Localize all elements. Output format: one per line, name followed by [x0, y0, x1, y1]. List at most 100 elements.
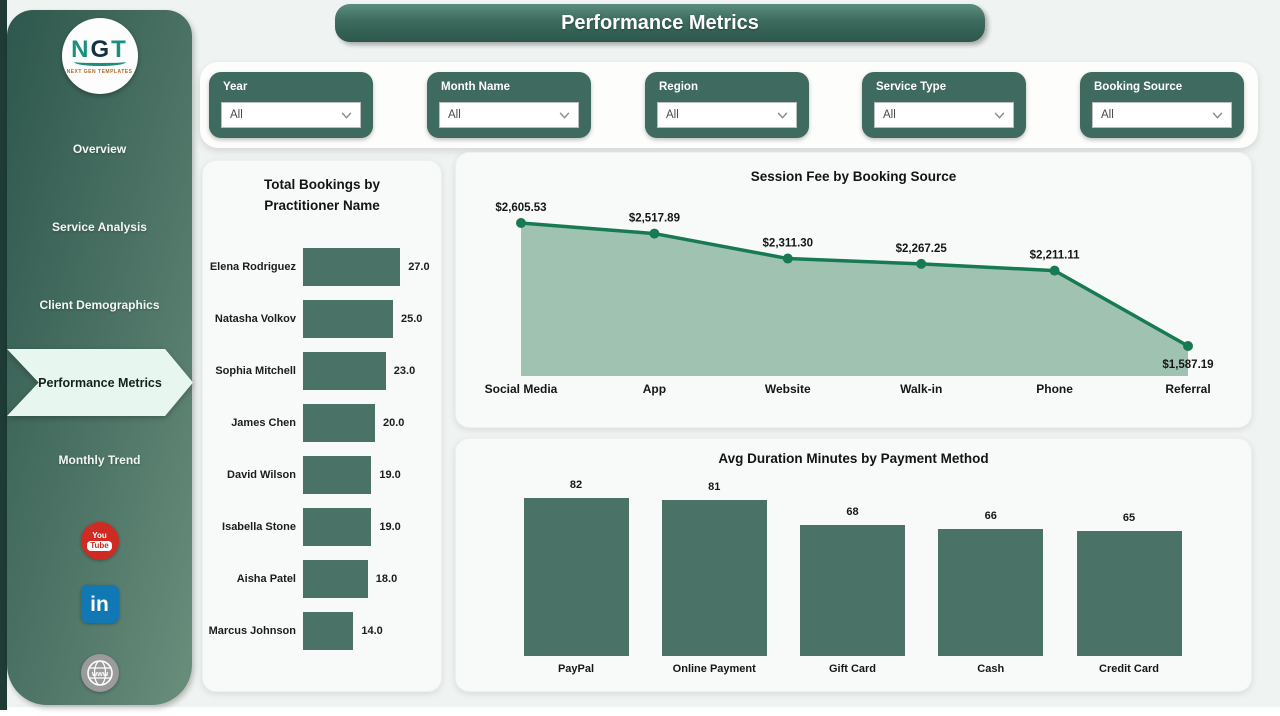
payment-bar-gift-card[interactable]: [800, 525, 905, 656]
filter-value: All: [1101, 109, 1114, 121]
page-title: Performance Metrics: [561, 11, 759, 34]
filter-label: Region: [659, 81, 698, 93]
left-edge-strip: [0, 0, 7, 710]
data-point-phone[interactable]: [1049, 265, 1060, 276]
practitioner-label: Aisha Patel: [236, 572, 296, 585]
data-point-app[interactable]: [649, 228, 660, 239]
bar-value: 65: [1122, 511, 1136, 524]
x-axis-label: Online Payment: [672, 663, 756, 675]
practitioner-bar[interactable]: [303, 352, 386, 390]
practitioner-row: Marcus Johnson 14.0: [203, 605, 441, 657]
filter-region: Region All: [645, 72, 809, 138]
sidebar-item-client-demographics[interactable]: Client Demographics: [39, 298, 160, 312]
sidebar-item-performance-metrics[interactable]: Performance Metrics: [7, 349, 193, 416]
area-chart-plot: $2,605.53 Social Media $2,517.89 App $2,311.…: [485, 202, 1214, 396]
filter-month-name: Month Name All: [427, 72, 591, 138]
practitioner-row: Elena Rodriguez 27.0: [203, 241, 441, 293]
filter-value: All: [666, 109, 679, 121]
practitioner-bar[interactable]: [303, 404, 375, 442]
sidebar-item-monthly-trend[interactable]: Monthly Trend: [58, 453, 141, 467]
chevron-down-icon: [1212, 111, 1223, 119]
sidebar-item-overview[interactable]: Overview: [72, 142, 127, 156]
data-point-website[interactable]: [782, 253, 793, 264]
x-axis-label: Referral: [1165, 382, 1210, 396]
practitioner-bar[interactable]: [303, 508, 372, 546]
linkedin-icon[interactable]: in: [80, 585, 119, 623]
filter-dropdown[interactable]: All: [221, 102, 361, 128]
youtube-icon[interactable]: You Tube: [80, 522, 119, 560]
bar-value: 82: [569, 479, 583, 492]
data-point-referral[interactable]: [1183, 341, 1193, 351]
practitioner-bar[interactable]: [303, 560, 368, 598]
area-fill: [521, 223, 1188, 376]
logo-caption: NEXT GEN TEMPLATES: [66, 68, 133, 75]
data-point-social-media[interactable]: [516, 218, 526, 228]
practitioner-bar[interactable]: [303, 456, 372, 494]
bar-value: 27.0: [408, 261, 430, 273]
practitioner-label: Isabella Stone: [222, 520, 296, 533]
chart-title: Avg Duration Minutes by Payment Method: [718, 451, 989, 466]
practitioner-bar[interactable]: [303, 612, 354, 650]
x-axis-label: Credit Card: [1099, 663, 1159, 675]
practitioner-row: Sophia Mitchell 23.0: [203, 345, 441, 397]
practitioner-label: Elena Rodriguez: [209, 260, 296, 273]
practitioner-row: Isabella Stone 19.0: [203, 501, 441, 553]
filter-dropdown[interactable]: All: [874, 102, 1014, 128]
filter-booking-source: Booking Source All: [1080, 72, 1244, 138]
filter-value: All: [230, 109, 243, 121]
practitioner-row: James Chen 20.0: [203, 397, 441, 449]
chart-session-fee-by-booking-source: Session Fee by Booking Source $2,605.53 S…: [455, 152, 1252, 428]
x-axis-label: Social Media: [485, 382, 558, 396]
chart-total-bookings-by-practitioner: Total Bookings by Practitioner Name Elen…: [202, 160, 442, 692]
vbar-plot: 82 PayPal 81 Online Payment 68 Gift Card 66 Cas…: [456, 439, 1251, 691]
filter-label: Month Name: [441, 81, 510, 93]
practitioner-row: Natasha Volkov 25.0: [203, 293, 441, 345]
point-value-label: $2,267.25: [896, 243, 948, 255]
payment-bar-credit-card[interactable]: [1076, 530, 1182, 656]
svg-text:www: www: [90, 671, 108, 678]
x-axis-label: Gift Card: [828, 663, 877, 675]
practitioner-label: Natasha Volkov: [214, 312, 296, 325]
point-value-label: $1,587.19: [1162, 359, 1213, 371]
practitioner-bar[interactable]: [303, 300, 393, 338]
practitioner-label: Marcus Johnson: [208, 624, 296, 637]
sidebar: NGT NEXT GEN TEMPLATES Overview Service …: [7, 10, 193, 705]
x-axis-label: Phone: [1036, 382, 1073, 396]
chart-title: Session Fee by Booking Source: [750, 169, 957, 184]
filter-dropdown[interactable]: All: [657, 102, 797, 128]
page-title-banner: Performance Metrics: [335, 4, 985, 42]
point-value-label: $2,311.30: [763, 238, 814, 250]
bar-value: 18.0: [375, 573, 398, 585]
filter-service-type: Service Type All: [862, 72, 1026, 138]
filter-value: All: [883, 109, 896, 121]
practitioner-bar[interactable]: [303, 248, 401, 286]
practitioner-row: Aisha Patel 18.0: [203, 553, 441, 605]
sidebar-item-service-analysis[interactable]: Service Analysis: [52, 220, 147, 234]
filter-label: Service Type: [876, 81, 947, 93]
filter-label: Year: [223, 81, 248, 93]
sidebar-item-label: Performance Metrics: [38, 375, 162, 390]
bar-value: 81: [708, 481, 721, 494]
payment-bar-online-payment[interactable]: [661, 500, 767, 656]
trend-line: [520, 221, 1189, 348]
payment-bar-paypal[interactable]: [523, 498, 629, 656]
chevron-down-icon: [994, 111, 1005, 119]
bar-value: 66: [984, 509, 997, 522]
practitioner-row: David Wilson 19.0: [203, 449, 441, 501]
bar-value: 68: [846, 506, 859, 519]
payment-bar-cash[interactable]: [938, 528, 1044, 656]
filter-dropdown[interactable]: All: [439, 102, 579, 128]
x-axis-label: Website: [765, 382, 811, 396]
globe-glyph: www: [86, 660, 113, 686]
data-point-walk-in[interactable]: [916, 258, 927, 269]
filter-value: All: [448, 109, 461, 121]
chevron-down-icon: [341, 111, 352, 119]
filter-dropdown[interactable]: All: [1092, 102, 1232, 128]
practitioner-label: James Chen: [231, 416, 296, 429]
practitioner-label: David Wilson: [227, 468, 296, 481]
bar-value: 14.0: [361, 625, 383, 637]
filter-year: Year All: [209, 72, 373, 138]
website-globe-icon[interactable]: www: [80, 654, 119, 692]
filter-label: Booking Source: [1094, 81, 1183, 93]
bar-value: 20.0: [383, 417, 405, 429]
